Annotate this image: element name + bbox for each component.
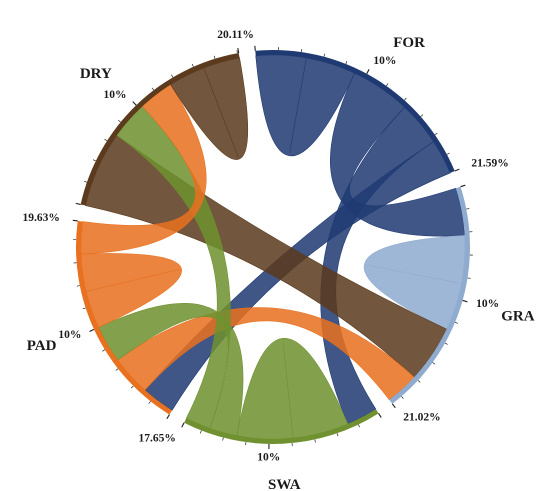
tick-dry <box>92 159 96 162</box>
tick-for <box>323 53 326 57</box>
ribbon-dry-dry <box>170 57 249 160</box>
mid-label-for: 10% <box>373 55 396 67</box>
group-name-for: FOR <box>393 35 425 51</box>
tick-gra <box>444 342 448 345</box>
percent-label-dry: 20.11% <box>217 29 254 41</box>
tick-gra <box>460 184 466 188</box>
tick-dry <box>75 202 81 205</box>
tick-for <box>366 69 370 74</box>
tick-swa <box>199 430 202 434</box>
percent-label-swa: 17.65% <box>139 432 176 444</box>
mid-label-dry: 10% <box>104 89 127 101</box>
tick-for <box>404 97 407 101</box>
tick-pad <box>76 285 80 287</box>
tick-dry-end <box>237 47 240 54</box>
group-name-pad: PAD <box>27 338 57 354</box>
tick-dry <box>191 63 194 67</box>
percent-label-pad: 19.63% <box>23 212 60 224</box>
group-name-dry: DRY <box>80 66 112 82</box>
labels-layer: 21.59%10%FOR21.02%10%GRA17.65%10%SWA19.6… <box>23 29 535 491</box>
mid-label-gra: 10% <box>476 298 499 310</box>
arc-for <box>255 50 455 173</box>
arcs-layer <box>75 50 471 445</box>
ribbons-layer <box>80 54 466 440</box>
tick-dry <box>132 101 137 106</box>
tick-for <box>386 83 389 87</box>
mid-label-swa: 10% <box>257 452 280 464</box>
tick-for <box>446 152 450 155</box>
tick-pad <box>82 307 86 310</box>
tick-dry <box>171 74 174 78</box>
tick-dry <box>83 180 88 183</box>
tick-for <box>345 61 348 65</box>
ticks-layer <box>72 45 473 449</box>
tick-pad <box>166 414 170 420</box>
tick-swa <box>358 424 360 428</box>
tick-pad <box>115 368 119 371</box>
tick-gra <box>454 321 458 324</box>
tick-pad <box>102 349 106 352</box>
tick-swa-end <box>181 422 185 428</box>
tick-pad <box>89 328 95 332</box>
tick-gra <box>466 208 470 210</box>
tick-gra <box>462 299 468 303</box>
mid-label-pad: 10% <box>58 329 81 341</box>
tick-dry <box>213 55 216 59</box>
ribbon-pad-pad <box>80 253 182 328</box>
ribbon-swa-swa <box>236 338 349 440</box>
ribbon-swa-dry <box>116 105 231 429</box>
tick-gra-end <box>391 403 396 409</box>
tick-swa <box>336 433 339 437</box>
tick-gra <box>432 362 436 365</box>
group-name-swa: SWA <box>268 477 301 491</box>
tick-gra <box>401 396 404 399</box>
tick-swa <box>314 439 316 443</box>
tick-pad <box>130 385 134 389</box>
arc-gra <box>389 186 471 404</box>
group-name-gra: GRA <box>501 308 535 324</box>
tick-dry <box>118 119 121 123</box>
tick-for <box>434 132 438 136</box>
tick-pad-end <box>72 219 78 222</box>
percent-label-gra: 21.02% <box>403 412 440 424</box>
tick-swa <box>222 437 224 441</box>
tick-gra <box>417 380 421 383</box>
ribbon-pad-gra <box>117 307 415 401</box>
tick-swa <box>378 413 382 418</box>
ribbon-gra-gra <box>363 235 466 330</box>
tick-dry <box>151 87 155 91</box>
tick-for-end <box>454 168 460 172</box>
arc-pad <box>75 220 173 415</box>
arc-swa <box>184 409 379 445</box>
tick-for <box>420 114 424 117</box>
tick-dry <box>104 138 108 142</box>
tick-pad <box>148 401 151 404</box>
percent-label-for: 21.59% <box>471 158 508 170</box>
tick-dry <box>236 50 238 54</box>
